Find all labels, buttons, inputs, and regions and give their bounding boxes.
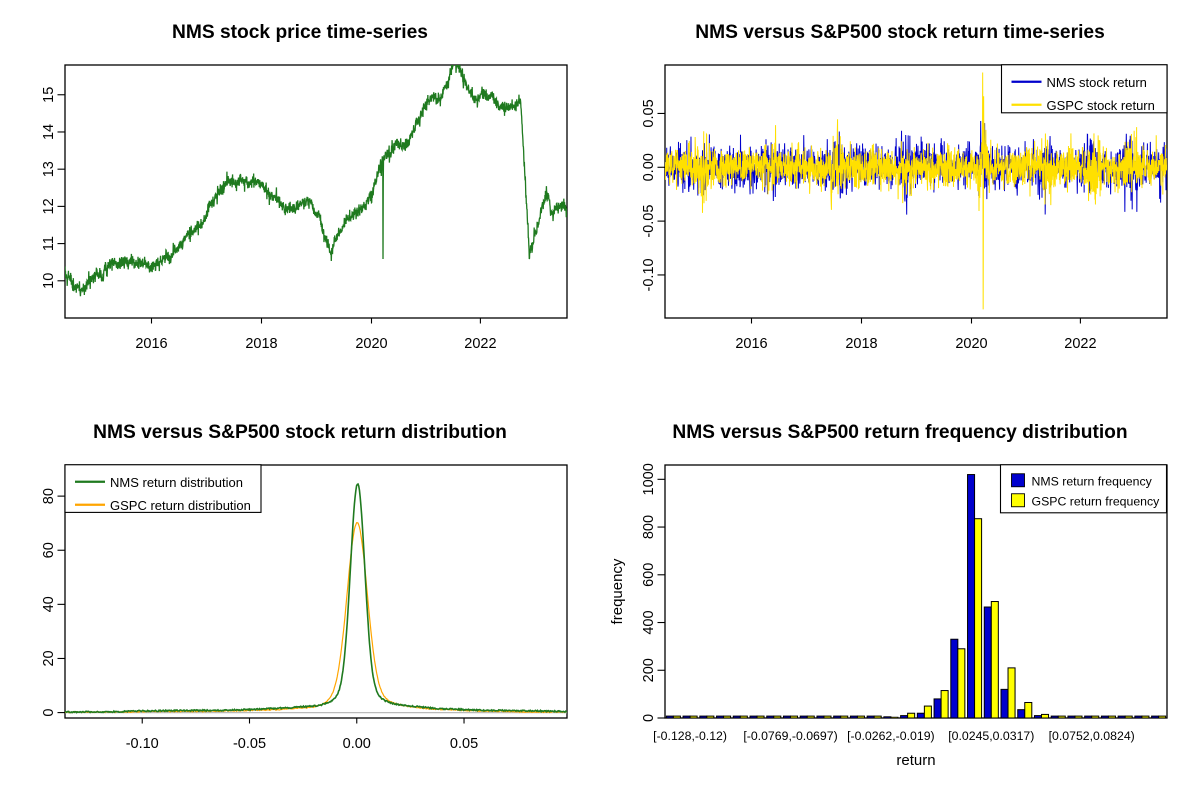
svg-text:2022: 2022 bbox=[1064, 336, 1096, 352]
svg-text:13: 13 bbox=[41, 161, 57, 177]
svg-text:NMS versus S&P500 stock return: NMS versus S&P500 stock return time-seri… bbox=[695, 22, 1105, 43]
svg-text:GSPC stock return: GSPC stock return bbox=[1047, 98, 1155, 113]
svg-text:15: 15 bbox=[41, 87, 57, 103]
svg-text:800: 800 bbox=[641, 515, 657, 539]
svg-text:0.05: 0.05 bbox=[641, 99, 657, 127]
svg-text:return: return bbox=[896, 752, 935, 769]
svg-text:2018: 2018 bbox=[245, 336, 277, 352]
svg-text:40: 40 bbox=[41, 596, 57, 612]
svg-text:-0.05: -0.05 bbox=[641, 205, 657, 238]
svg-text:NMS versus S&P500 stock return: NMS versus S&P500 stock return distribut… bbox=[93, 422, 507, 443]
svg-text:0: 0 bbox=[41, 709, 57, 717]
svg-text:2018: 2018 bbox=[845, 336, 877, 352]
svg-text:[-0.0769,-0.0697): [-0.0769,-0.0697) bbox=[743, 729, 837, 743]
svg-text:-0.05: -0.05 bbox=[233, 736, 266, 752]
svg-text:200: 200 bbox=[641, 658, 657, 682]
svg-text:12: 12 bbox=[41, 198, 57, 214]
svg-text:600: 600 bbox=[641, 563, 657, 587]
svg-text:[-0.128,-0.12): [-0.128,-0.12) bbox=[653, 729, 727, 743]
svg-text:80: 80 bbox=[41, 488, 57, 504]
svg-text:[0.0752,0.0824): [0.0752,0.0824) bbox=[1049, 729, 1135, 743]
svg-text:60: 60 bbox=[41, 542, 57, 558]
svg-text:11: 11 bbox=[41, 236, 57, 251]
svg-text:GSPC return frequency: GSPC return frequency bbox=[1032, 494, 1161, 508]
svg-text:0.00: 0.00 bbox=[641, 153, 657, 181]
svg-text:2016: 2016 bbox=[135, 336, 167, 352]
svg-text:-0.10: -0.10 bbox=[641, 258, 657, 291]
svg-text:2020: 2020 bbox=[955, 336, 987, 352]
svg-text:NMS stock return: NMS stock return bbox=[1047, 75, 1147, 90]
svg-text:GSPC return distribution: GSPC return distribution bbox=[110, 498, 251, 513]
svg-text:400: 400 bbox=[641, 610, 657, 634]
svg-text:0.05: 0.05 bbox=[450, 736, 478, 752]
svg-text:2022: 2022 bbox=[464, 336, 496, 352]
svg-text:NMS versus S&P500 return frequ: NMS versus S&P500 return frequency distr… bbox=[672, 422, 1127, 443]
svg-text:-0.10: -0.10 bbox=[126, 736, 159, 752]
svg-text:NMS return distribution: NMS return distribution bbox=[110, 475, 243, 490]
svg-text:20: 20 bbox=[41, 650, 57, 666]
svg-text:NMS return frequency: NMS return frequency bbox=[1032, 474, 1153, 488]
svg-text:[-0.0262,-0.019): [-0.0262,-0.019) bbox=[847, 729, 935, 743]
svg-text:2016: 2016 bbox=[735, 336, 767, 352]
svg-text:10: 10 bbox=[41, 273, 57, 289]
svg-text:2020: 2020 bbox=[355, 336, 387, 352]
svg-text:0.00: 0.00 bbox=[343, 736, 371, 752]
svg-text:1000: 1000 bbox=[641, 463, 657, 495]
svg-text:NMS stock price time-series: NMS stock price time-series bbox=[172, 22, 428, 43]
svg-text:[0.0245,0.0317): [0.0245,0.0317) bbox=[948, 729, 1034, 743]
svg-text:frequency: frequency bbox=[609, 558, 626, 624]
svg-text:0: 0 bbox=[641, 714, 657, 722]
svg-text:14: 14 bbox=[41, 124, 57, 140]
